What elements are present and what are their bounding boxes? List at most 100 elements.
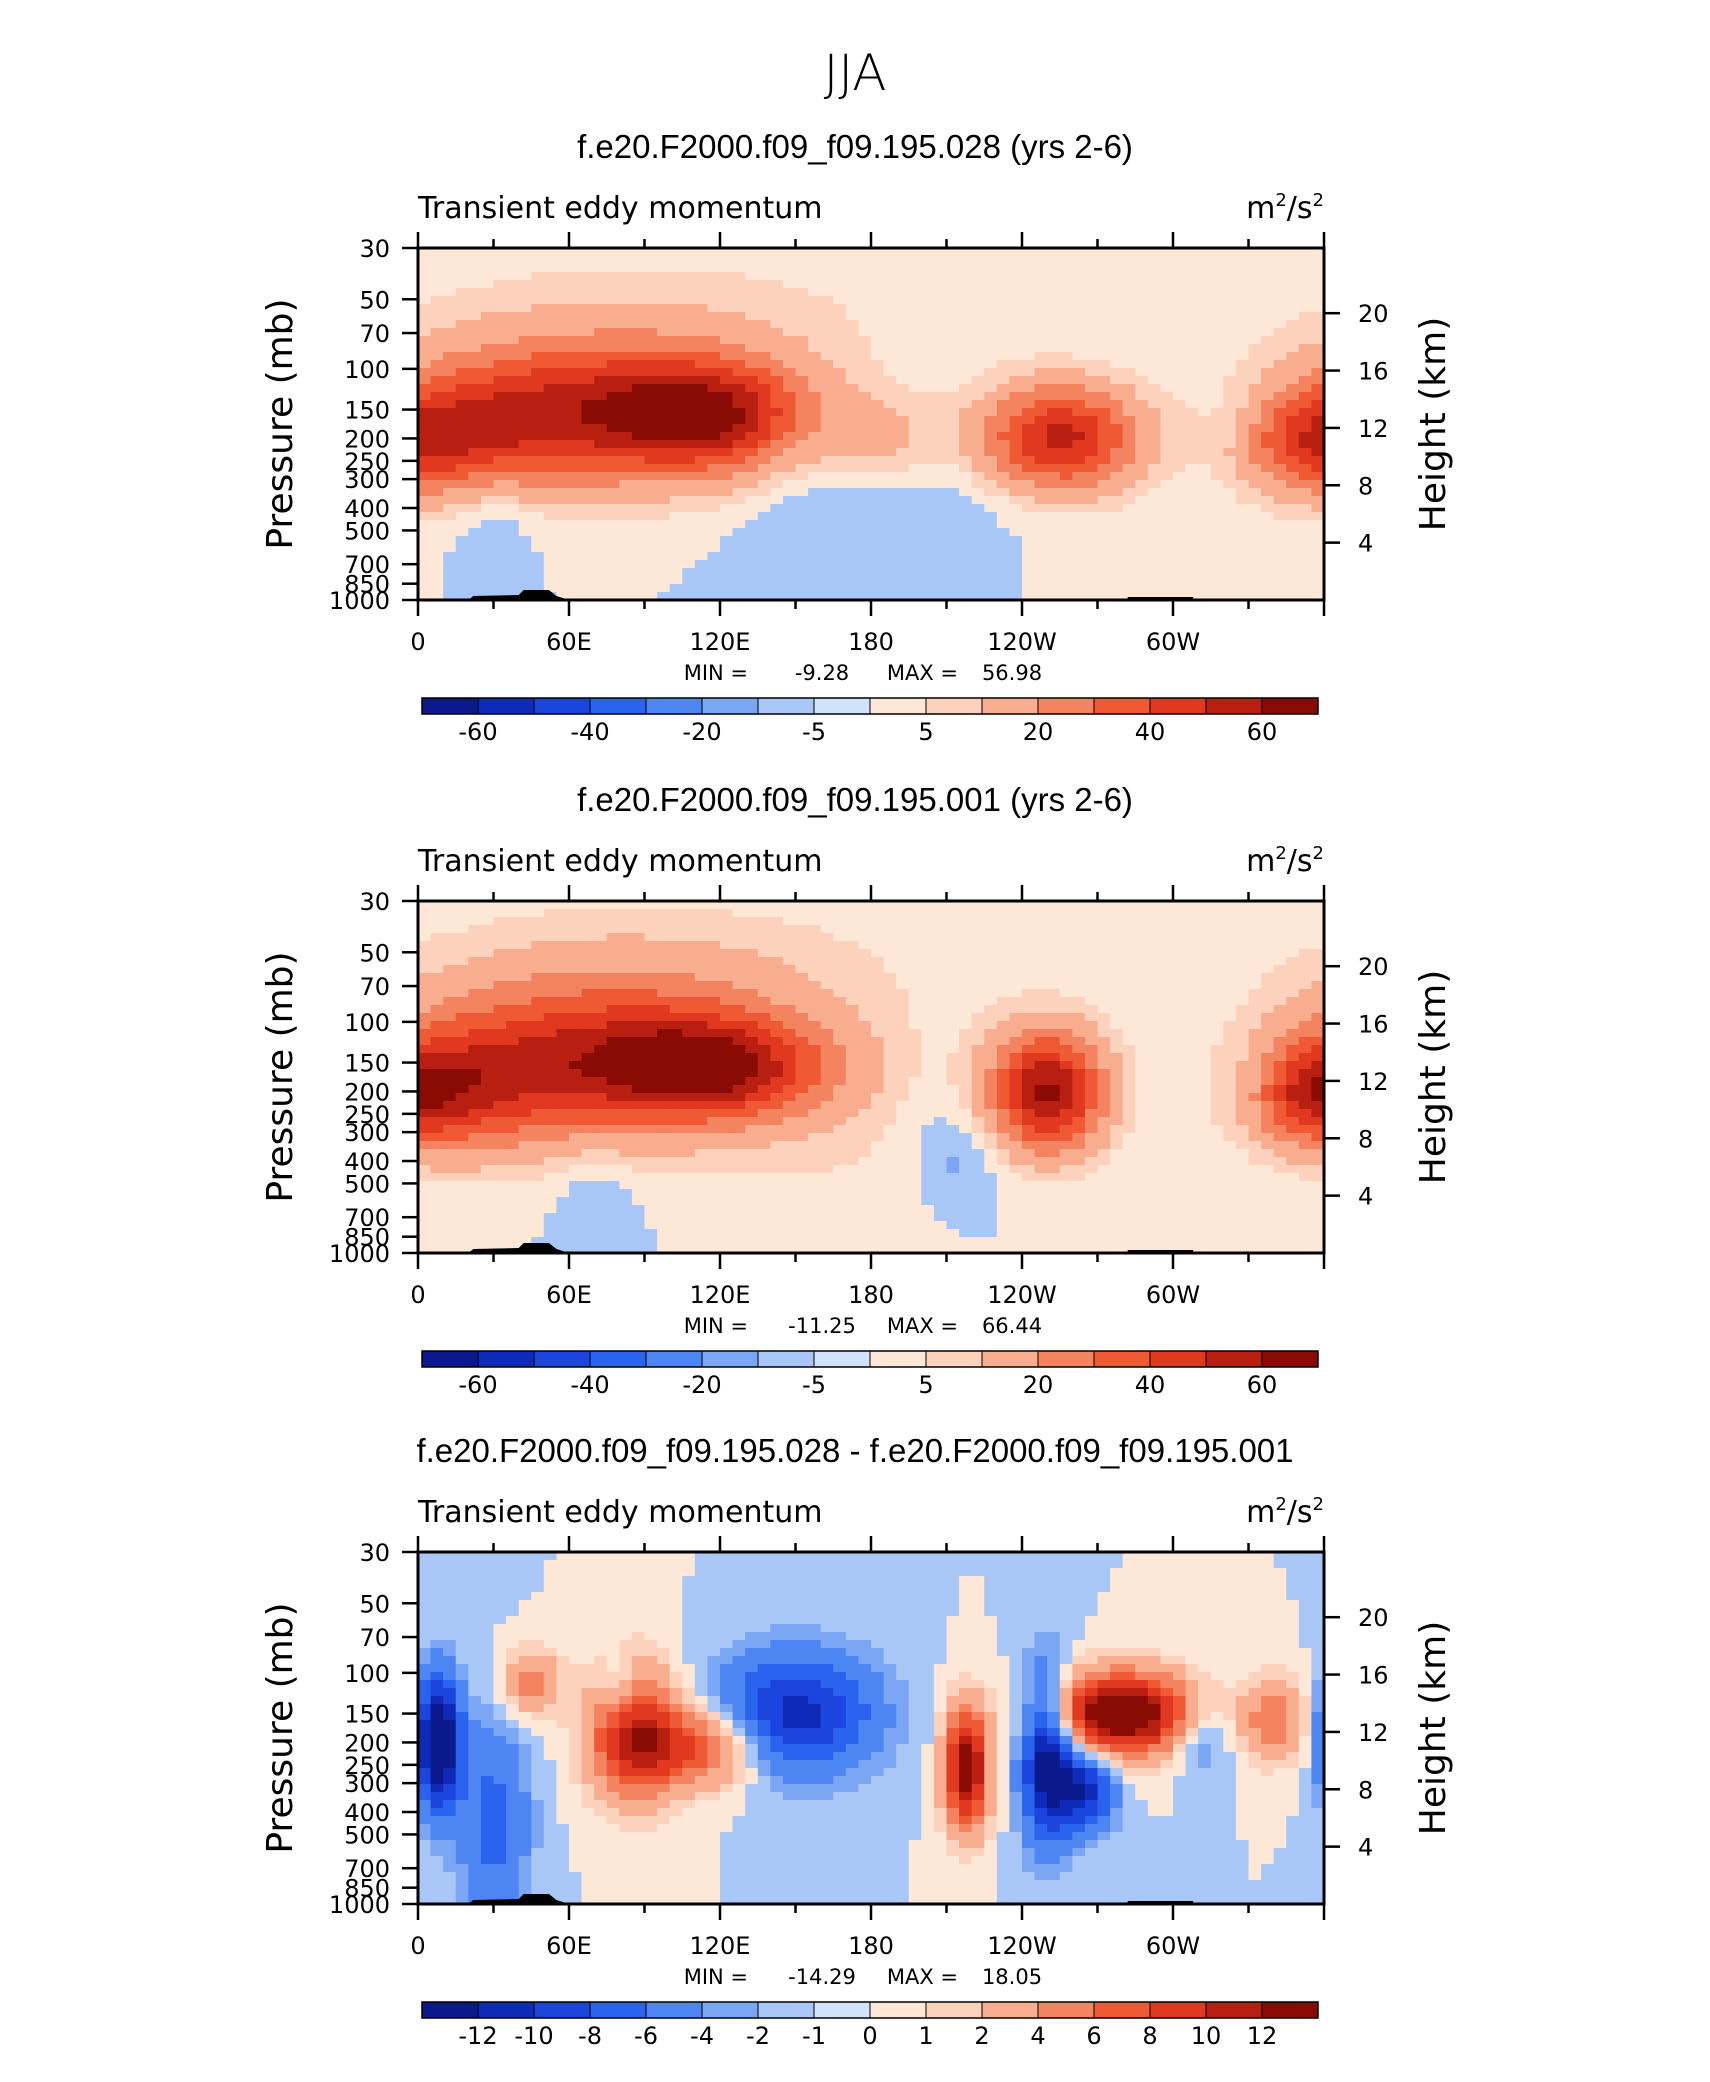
contour-cell <box>997 392 1010 401</box>
contour-cell <box>1098 1021 1111 1030</box>
contour-cell <box>833 965 846 974</box>
contour-cell <box>1160 336 1173 345</box>
contour-cell <box>745 336 758 345</box>
contour-cell <box>481 288 494 297</box>
contour-cell <box>833 1037 846 1046</box>
contour-cell <box>1274 320 1287 329</box>
contour-cell <box>1135 520 1148 529</box>
contour-cell <box>695 1005 708 1014</box>
contour-cell <box>645 957 658 966</box>
contour-cell <box>1261 256 1274 265</box>
contour-cell <box>871 288 884 297</box>
contour-cell <box>1060 312 1073 321</box>
contour-cell <box>1249 408 1262 417</box>
contour-cell <box>1160 528 1173 537</box>
contour-cell <box>1274 1029 1287 1038</box>
contour-cell <box>733 568 746 577</box>
y-tick-label: 30 <box>359 235 390 263</box>
contour-cell <box>909 504 922 513</box>
contour-cell <box>1186 344 1199 353</box>
contour-cell <box>833 264 846 273</box>
contour-cell <box>506 1037 519 1046</box>
contour-cell <box>1173 376 1186 385</box>
contour-cell <box>997 973 1010 982</box>
contour-cell <box>921 1005 934 1014</box>
contour-cell <box>1085 328 1098 337</box>
contour-cell <box>1223 360 1236 369</box>
contour-cell <box>821 352 834 361</box>
contour-cell <box>569 1053 582 1062</box>
contour-cell <box>582 456 595 465</box>
contour-cell <box>1009 1077 1022 1086</box>
contour-cell <box>1148 352 1161 361</box>
contour-cell <box>745 584 758 593</box>
contour-cell <box>1198 408 1211 417</box>
contour-cell <box>846 272 859 281</box>
contour-cell <box>1035 957 1048 966</box>
contour-cell <box>1072 344 1085 353</box>
contour-cell <box>607 496 620 505</box>
contour-cell <box>896 973 909 982</box>
contour-cell <box>796 408 809 417</box>
contour-cell <box>1299 552 1312 561</box>
contour-cell <box>607 272 620 281</box>
contour-cell <box>645 1069 658 1078</box>
contour-cell <box>1223 1077 1236 1086</box>
contour-cell <box>1198 584 1211 593</box>
contour-cell <box>1035 949 1048 958</box>
contour-cell <box>431 256 444 265</box>
contour-cell <box>1198 552 1211 561</box>
colorbar-box <box>534 698 590 714</box>
contour-cell <box>506 965 519 974</box>
contour-cell <box>569 384 582 393</box>
contour-cell <box>1060 909 1073 918</box>
contour-cell <box>682 440 695 449</box>
contour-cell <box>1186 568 1199 577</box>
contour-cell <box>494 408 507 417</box>
contour-cell <box>796 464 809 473</box>
contour-cell <box>720 472 733 481</box>
contour-cell <box>544 336 557 345</box>
contour-cell <box>682 528 695 537</box>
contour-cell <box>695 528 708 537</box>
contour-cell <box>1274 520 1287 529</box>
contour-cell <box>418 997 431 1006</box>
contour-cell <box>695 989 708 998</box>
contour-cell <box>1211 344 1224 353</box>
contour-cell <box>1148 584 1161 593</box>
contour-cell <box>1060 528 1073 537</box>
contour-cell <box>569 949 582 958</box>
contour-cell <box>1249 941 1262 950</box>
contour-cell <box>934 1085 947 1094</box>
contour-cell <box>1098 1053 1111 1062</box>
contour-cell <box>871 408 884 417</box>
contour-cell <box>619 576 632 585</box>
contour-cell <box>1047 917 1060 926</box>
contour-cell <box>1098 464 1111 473</box>
contour-cell <box>556 1069 569 1078</box>
contour-cell <box>959 360 972 369</box>
contour-cell <box>1148 1061 1161 1070</box>
contour-cell <box>443 1005 456 1014</box>
contour-cell <box>1110 504 1123 513</box>
contour-cell <box>418 432 431 441</box>
contour-cell <box>1085 544 1098 553</box>
contour-cell <box>1123 1005 1136 1014</box>
contour-cell <box>1261 949 1274 958</box>
contour-cell <box>1173 560 1186 569</box>
contour-cell <box>833 576 846 585</box>
contour-cell <box>972 352 985 361</box>
contour-cell <box>1236 256 1249 265</box>
contour-cell <box>909 1077 922 1086</box>
contour-cell <box>1186 320 1199 329</box>
contour-cell <box>959 1053 972 1062</box>
contour-cell <box>896 568 909 577</box>
contour-cell <box>833 1061 846 1070</box>
contour-cell <box>582 264 595 273</box>
contour-cell <box>745 552 758 561</box>
contour-cell <box>984 1045 997 1054</box>
contour-cell <box>1072 488 1085 497</box>
contour-cell <box>1173 288 1186 297</box>
contour-cell <box>1148 256 1161 265</box>
contour-cell <box>1299 1061 1312 1070</box>
